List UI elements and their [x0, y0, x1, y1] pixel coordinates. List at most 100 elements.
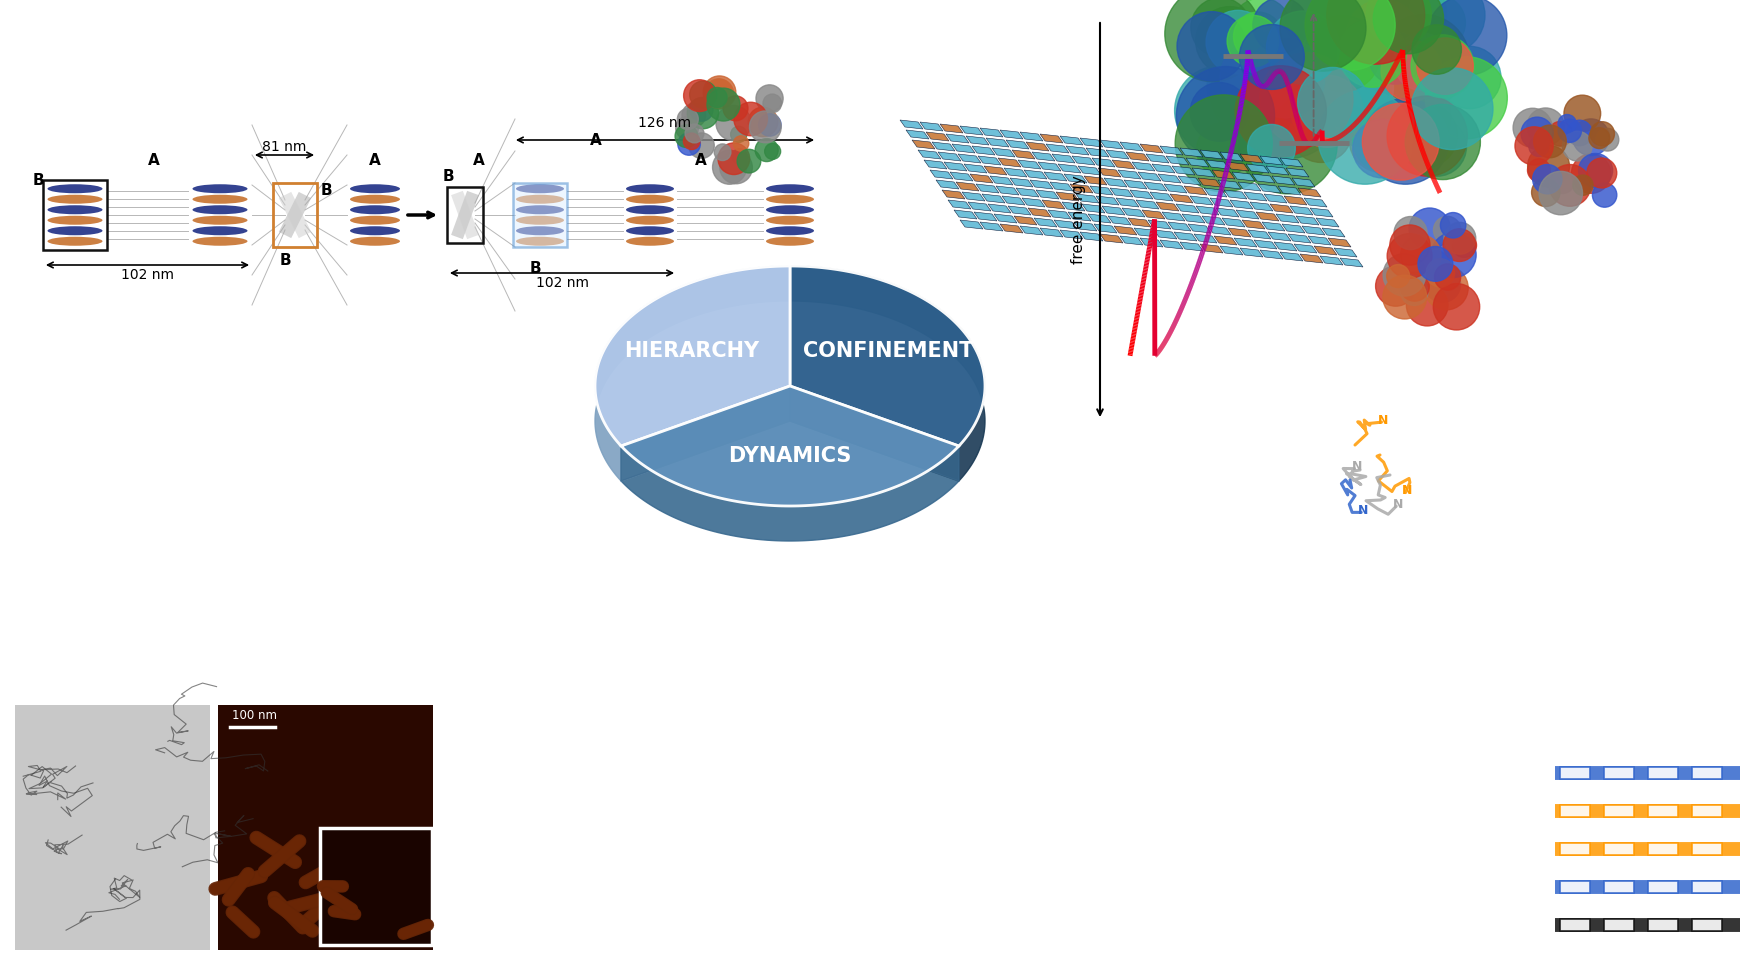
Polygon shape [1123, 208, 1146, 217]
FancyBboxPatch shape [16, 705, 209, 950]
Polygon shape [906, 130, 929, 139]
Polygon shape [1042, 200, 1065, 209]
Circle shape [750, 111, 781, 142]
Polygon shape [1084, 176, 1107, 185]
Polygon shape [964, 164, 987, 173]
Polygon shape [1142, 210, 1165, 219]
Polygon shape [924, 160, 947, 169]
Polygon shape [1098, 168, 1121, 177]
Polygon shape [1211, 198, 1234, 207]
Polygon shape [1153, 164, 1176, 173]
Polygon shape [1213, 170, 1236, 179]
Polygon shape [1016, 188, 1038, 197]
Ellipse shape [766, 195, 813, 204]
Circle shape [764, 143, 781, 160]
Polygon shape [1177, 176, 1200, 185]
Polygon shape [1074, 222, 1096, 231]
Polygon shape [1315, 246, 1338, 255]
Text: N: N [1359, 504, 1369, 517]
Polygon shape [1112, 160, 1135, 169]
FancyBboxPatch shape [1603, 843, 1633, 855]
Polygon shape [1031, 152, 1054, 161]
FancyBboxPatch shape [512, 183, 567, 247]
Text: 126 nm: 126 nm [639, 116, 692, 130]
Polygon shape [943, 162, 966, 171]
Polygon shape [1052, 154, 1075, 163]
Circle shape [1211, 49, 1301, 140]
Ellipse shape [766, 185, 813, 193]
Circle shape [1230, 49, 1295, 114]
Circle shape [1563, 131, 1593, 161]
Polygon shape [1100, 140, 1123, 149]
Polygon shape [1260, 250, 1283, 259]
Circle shape [1408, 117, 1466, 176]
Ellipse shape [192, 206, 248, 214]
Polygon shape [1118, 170, 1140, 179]
Ellipse shape [516, 195, 563, 204]
Circle shape [1412, 34, 1473, 98]
FancyBboxPatch shape [1647, 843, 1677, 855]
Ellipse shape [627, 237, 674, 246]
Polygon shape [1007, 140, 1030, 149]
Polygon shape [1262, 222, 1285, 231]
Polygon shape [1130, 190, 1153, 199]
Ellipse shape [48, 237, 102, 246]
Circle shape [720, 151, 752, 184]
Polygon shape [973, 212, 996, 221]
Circle shape [1412, 68, 1492, 150]
Circle shape [1280, 0, 1366, 71]
Polygon shape [1070, 184, 1093, 193]
Circle shape [1376, 56, 1429, 108]
Polygon shape [1160, 240, 1183, 249]
Circle shape [755, 139, 778, 162]
Ellipse shape [766, 216, 813, 225]
Circle shape [1362, 98, 1448, 185]
Ellipse shape [48, 195, 102, 204]
FancyBboxPatch shape [1559, 805, 1589, 817]
Circle shape [1239, 96, 1338, 194]
Circle shape [1177, 11, 1246, 81]
Circle shape [1248, 124, 1295, 172]
Circle shape [1230, 31, 1324, 123]
Ellipse shape [350, 237, 400, 246]
Polygon shape [1056, 192, 1079, 201]
Circle shape [1387, 233, 1433, 278]
Polygon shape [1339, 258, 1362, 267]
Polygon shape [1309, 208, 1332, 217]
Polygon shape [1089, 186, 1112, 195]
Circle shape [732, 148, 748, 164]
Polygon shape [621, 446, 959, 541]
Ellipse shape [627, 216, 674, 225]
Polygon shape [959, 126, 984, 135]
Circle shape [759, 114, 781, 136]
Polygon shape [1028, 208, 1051, 217]
Circle shape [1260, 53, 1353, 146]
Circle shape [1387, 34, 1456, 103]
Polygon shape [1160, 146, 1183, 155]
FancyBboxPatch shape [1647, 767, 1677, 779]
Circle shape [1234, 38, 1331, 137]
Polygon shape [1077, 166, 1102, 175]
Polygon shape [936, 180, 959, 189]
Text: N: N [1378, 414, 1389, 426]
Circle shape [1353, 120, 1412, 178]
Polygon shape [1234, 238, 1257, 247]
Polygon shape [1199, 178, 1221, 187]
FancyBboxPatch shape [1691, 805, 1721, 817]
Polygon shape [1244, 192, 1267, 201]
Polygon shape [957, 154, 980, 163]
Circle shape [1531, 178, 1559, 206]
Polygon shape [1202, 216, 1225, 225]
Circle shape [1353, 108, 1417, 172]
Polygon shape [1301, 254, 1324, 263]
Circle shape [1234, 12, 1283, 61]
Circle shape [1297, 68, 1368, 138]
Polygon shape [1040, 228, 1063, 237]
Circle shape [1376, 266, 1415, 306]
Circle shape [1443, 228, 1477, 262]
Ellipse shape [350, 185, 400, 193]
Circle shape [1410, 0, 1466, 51]
Text: 100 nm: 100 nm [232, 709, 276, 722]
Circle shape [1433, 216, 1461, 244]
Circle shape [1387, 96, 1468, 176]
